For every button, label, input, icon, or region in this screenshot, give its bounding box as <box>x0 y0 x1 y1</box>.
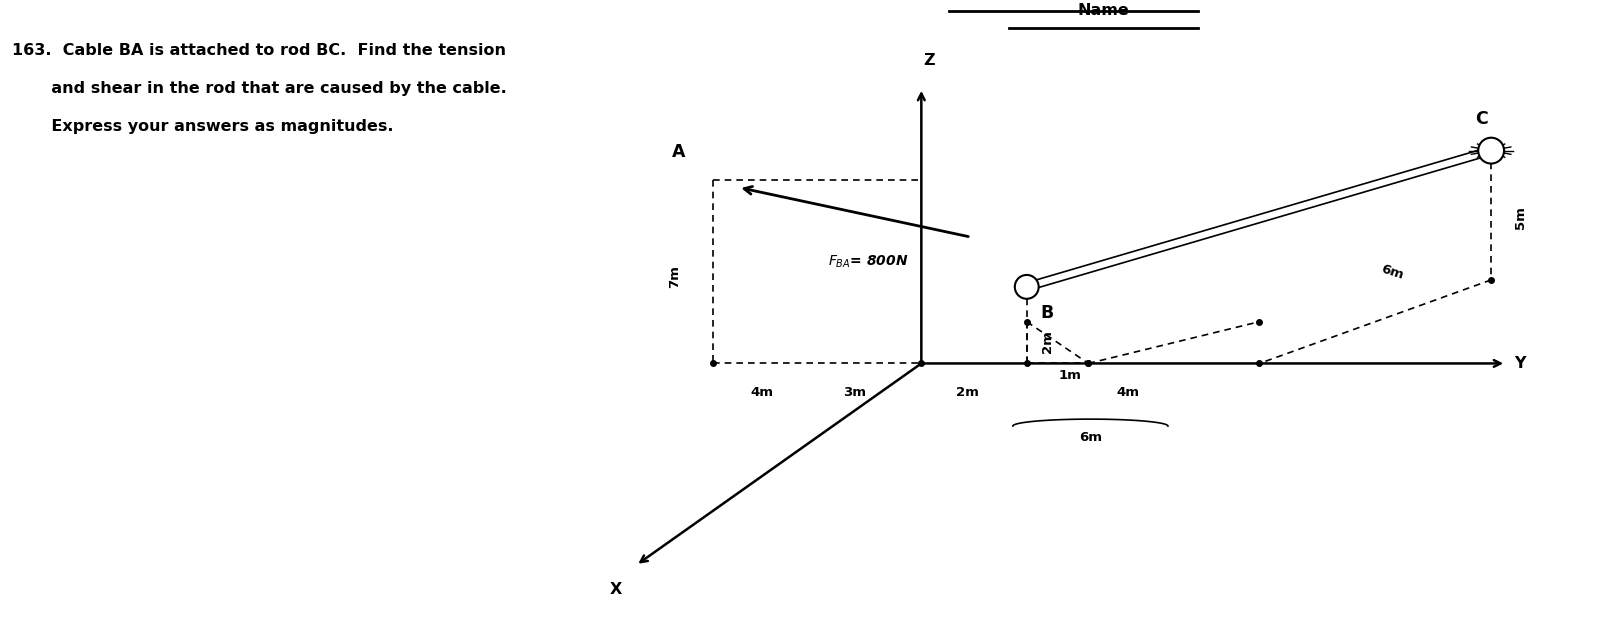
Text: 6m: 6m <box>1079 431 1102 444</box>
Text: 1m: 1m <box>1059 370 1081 383</box>
Text: 5m: 5m <box>1514 206 1527 229</box>
Text: $\mathit{F}_{BA}$= 800N: $\mathit{F}_{BA}$= 800N <box>828 254 908 270</box>
Text: X: X <box>610 582 622 597</box>
Text: 163.  Cable BA is attached to rod BC.  Find the tension: 163. Cable BA is attached to rod BC. Fin… <box>13 43 507 58</box>
Text: B: B <box>1041 304 1054 322</box>
Text: 6m: 6m <box>1379 262 1405 281</box>
Text: Z: Z <box>924 53 935 68</box>
Circle shape <box>1479 138 1505 164</box>
Circle shape <box>1015 275 1039 299</box>
Text: Y: Y <box>1514 356 1525 371</box>
Text: 7m: 7m <box>667 265 680 288</box>
Text: 2m: 2m <box>1041 330 1054 353</box>
Text: Name: Name <box>1078 3 1129 19</box>
Text: C: C <box>1474 110 1487 128</box>
Text: 4m: 4m <box>751 386 773 399</box>
Text: 2m: 2m <box>956 386 978 399</box>
Text: Express your answers as magnitudes.: Express your answers as magnitudes. <box>13 119 395 134</box>
Text: 3m: 3m <box>844 386 866 399</box>
Text: 4m: 4m <box>1116 386 1140 399</box>
Text: and shear in the rod that are caused by the cable.: and shear in the rod that are caused by … <box>13 81 507 96</box>
Text: A: A <box>672 143 685 161</box>
